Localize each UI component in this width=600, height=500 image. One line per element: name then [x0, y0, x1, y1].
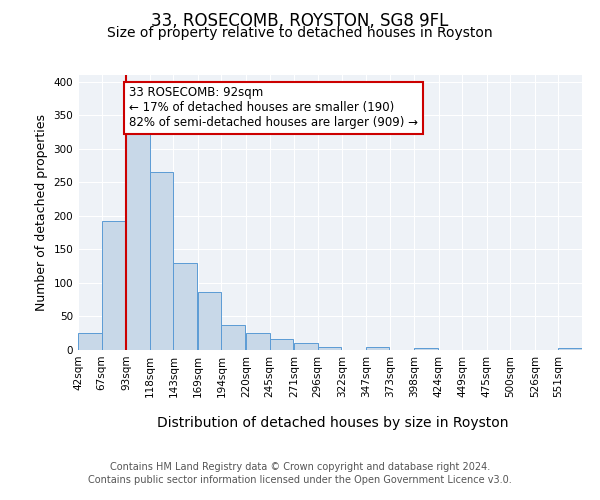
- Bar: [294, 344, 318, 350]
- Text: Size of property relative to detached houses in Royston: Size of property relative to detached ho…: [107, 26, 493, 40]
- Bar: [150, 172, 173, 350]
- Bar: [198, 292, 221, 350]
- Text: Contains HM Land Registry data © Crown copyright and database right 2024.: Contains HM Land Registry data © Crown c…: [110, 462, 490, 472]
- Bar: [414, 348, 437, 350]
- Bar: [366, 348, 389, 350]
- Bar: [269, 338, 293, 350]
- Bar: [246, 332, 269, 350]
- Text: Contains public sector information licensed under the Open Government Licence v3: Contains public sector information licen…: [88, 475, 512, 485]
- Bar: [173, 263, 197, 350]
- Bar: [559, 348, 582, 350]
- Bar: [221, 324, 245, 350]
- Text: 33, ROSECOMB, ROYSTON, SG8 9FL: 33, ROSECOMB, ROYSTON, SG8 9FL: [151, 12, 449, 30]
- Bar: [126, 130, 150, 350]
- Text: 33 ROSECOMB: 92sqm
← 17% of detached houses are smaller (190)
82% of semi-detach: 33 ROSECOMB: 92sqm ← 17% of detached hou…: [129, 86, 418, 130]
- Text: Distribution of detached houses by size in Royston: Distribution of detached houses by size …: [157, 416, 509, 430]
- Bar: [78, 333, 101, 350]
- Y-axis label: Number of detached properties: Number of detached properties: [35, 114, 48, 311]
- Bar: [101, 220, 125, 350]
- Bar: [318, 346, 341, 350]
